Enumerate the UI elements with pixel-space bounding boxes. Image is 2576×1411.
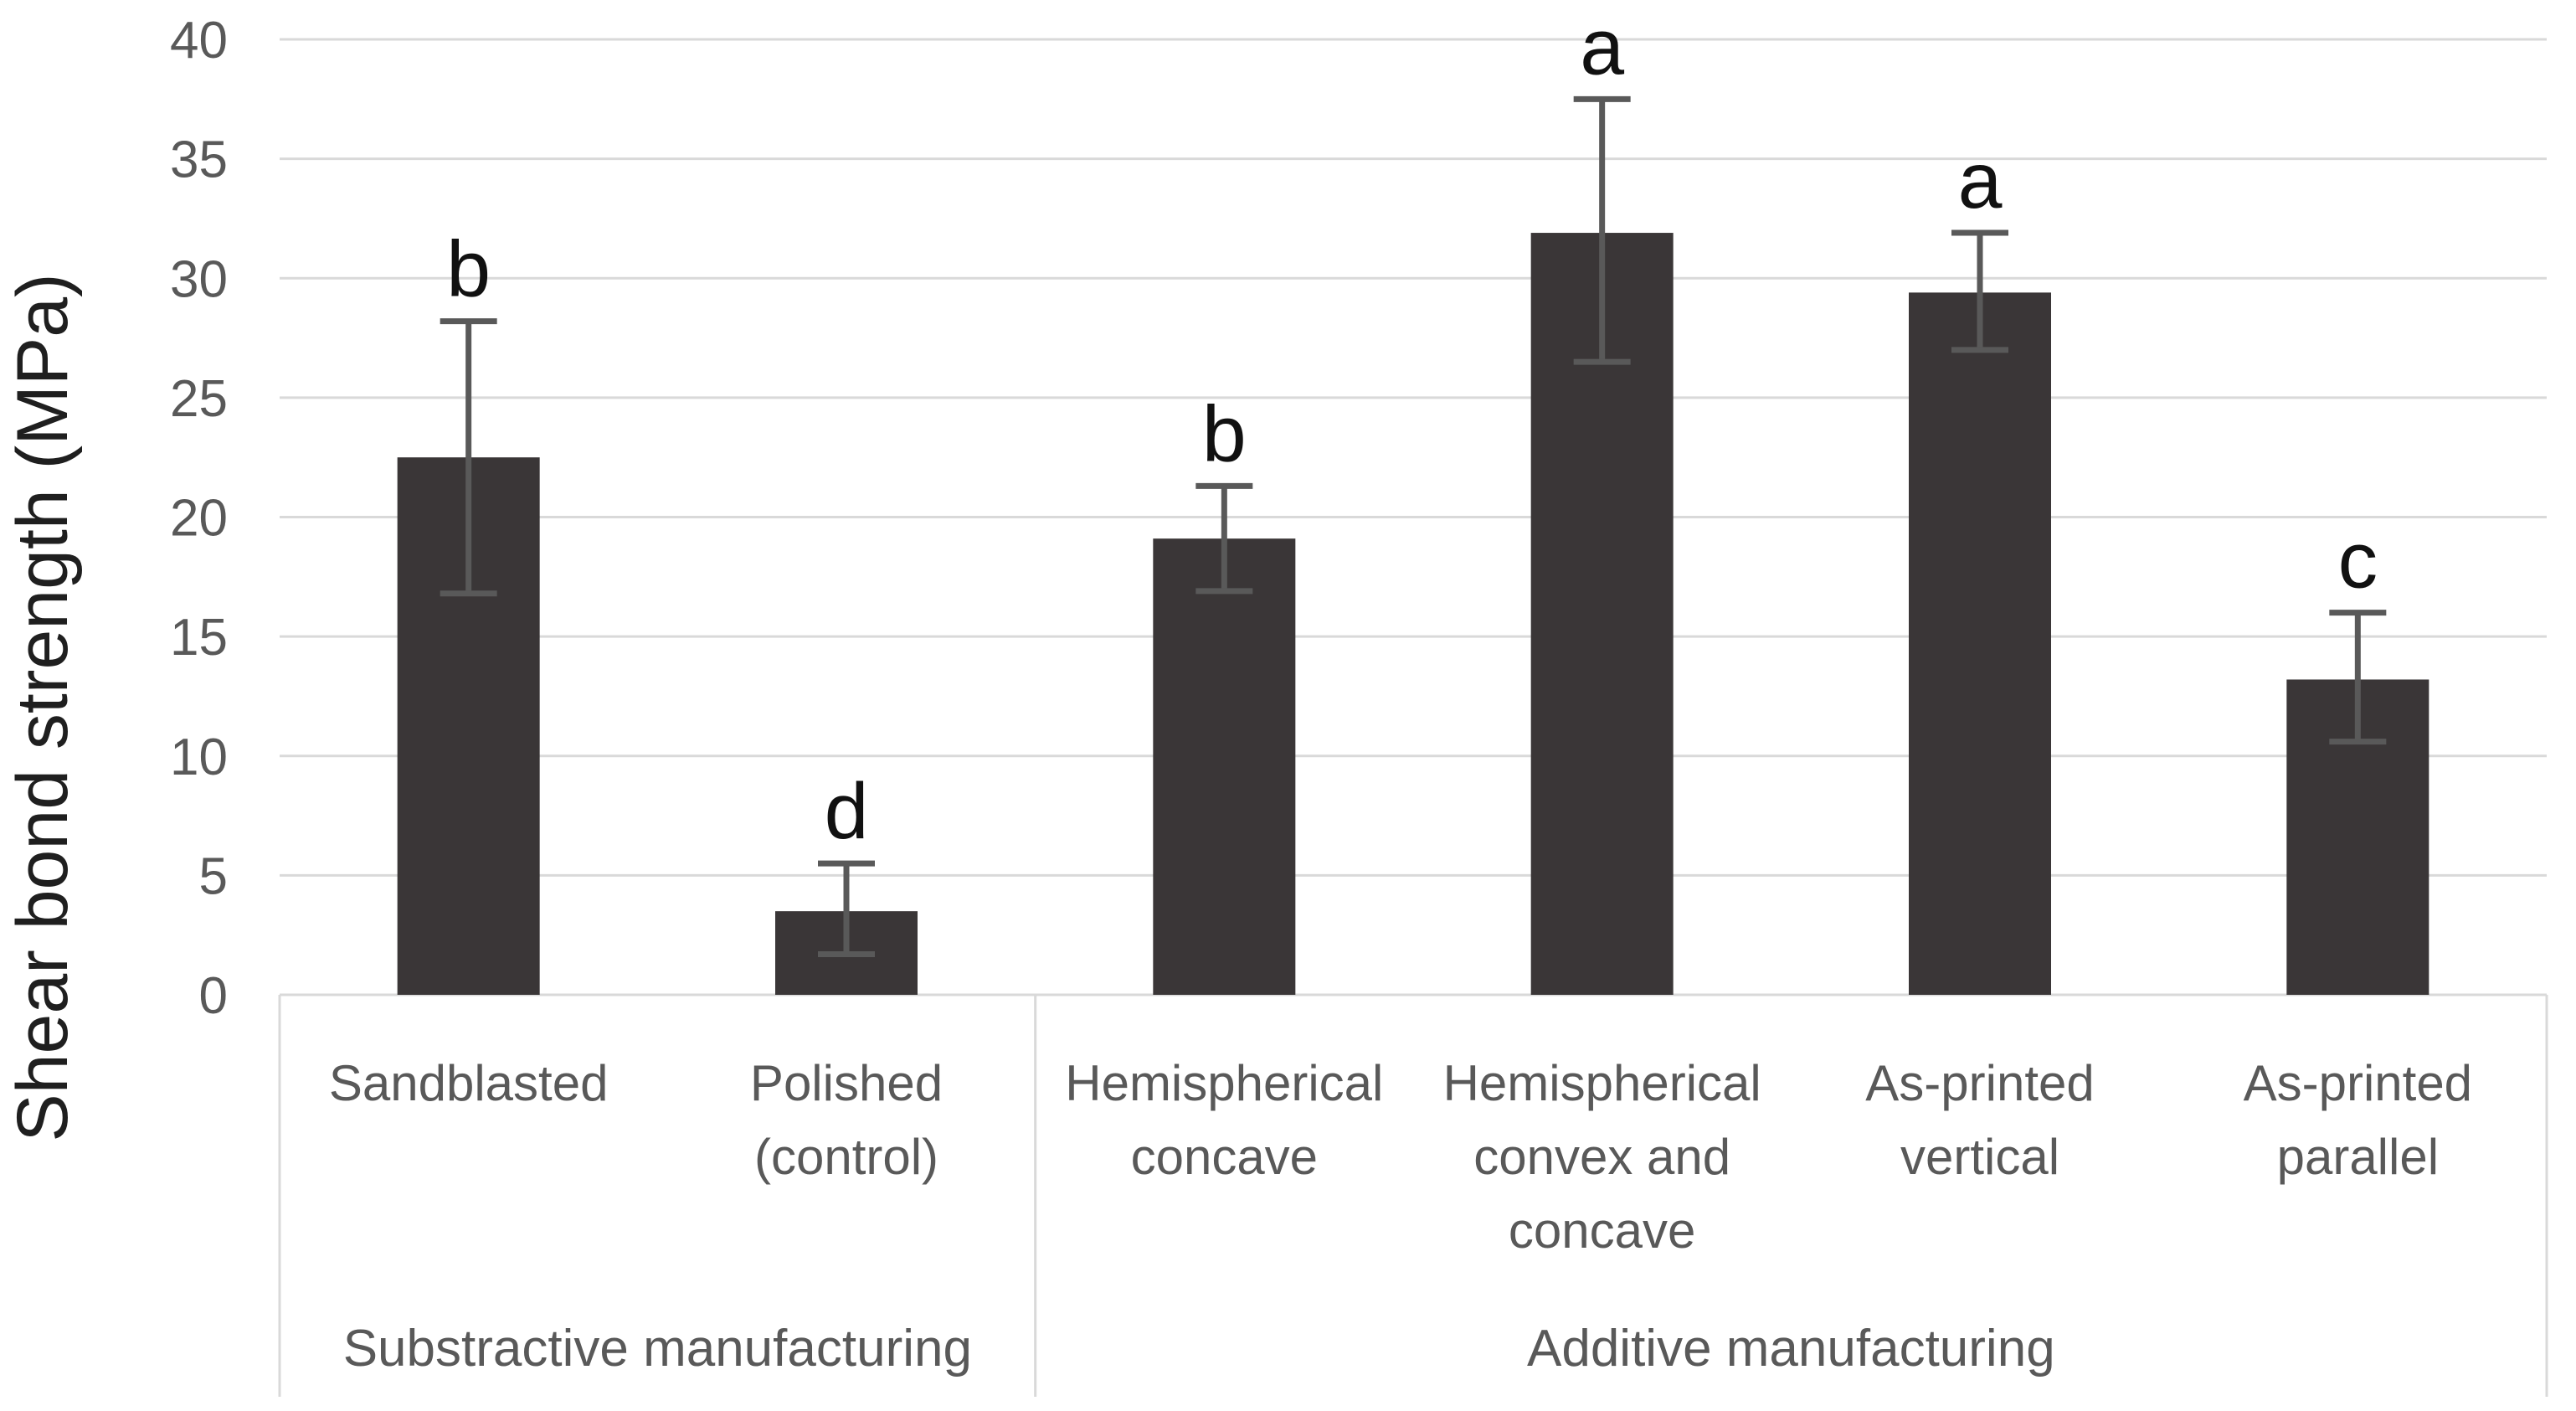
category-label-hemispherical-concave: concave xyxy=(1131,1129,1318,1185)
category-label-hemispherical-convex-and-concave: convex and xyxy=(1473,1129,1730,1185)
y-tick-label-40: 40 xyxy=(170,12,228,70)
category-label-as-printed-vertical: As-printed xyxy=(1865,1055,2094,1111)
bar-hemispherical-concave xyxy=(1153,538,1296,995)
y-tick-label-15: 15 xyxy=(170,609,228,667)
category-label-polished-control-: (control) xyxy=(754,1129,938,1185)
significance-letter-hemispherical-concave: b xyxy=(1202,389,1247,478)
y-tick-label-30: 30 xyxy=(170,250,228,308)
category-label-as-printed-vertical: vertical xyxy=(1900,1129,2059,1185)
significance-letter-sandblasted: b xyxy=(446,225,491,314)
category-label-hemispherical-concave: Hemispherical xyxy=(1065,1055,1383,1111)
category-label-hemispherical-convex-and-concave: concave xyxy=(1509,1202,1695,1259)
y-tick-label-25: 25 xyxy=(170,370,228,428)
chart-plot-area: 0 5 10 15 20 25 30 35 40 b Sandblasted d Polished (co… xyxy=(170,3,2548,1397)
category-label-as-printed-parallel: parallel xyxy=(2277,1129,2439,1185)
y-tick-label-0: 0 xyxy=(199,967,228,1025)
y-tick-label-5: 5 xyxy=(199,847,228,905)
category-label-sandblasted: Sandblasted xyxy=(329,1055,609,1111)
significance-letter-as-printed-vertical: a xyxy=(1958,136,2003,225)
category-label-as-printed-parallel: As-printed xyxy=(2244,1055,2472,1111)
bar-as-printed-vertical xyxy=(1909,292,2051,995)
category-label-polished-control-: Polished xyxy=(750,1055,943,1111)
significance-letter-polished-control-: d xyxy=(825,767,869,856)
group-label-additive-manufacturing: Additive manufacturing xyxy=(1527,1320,2055,1378)
significance-letter-hemispherical-convex-and-concave: a xyxy=(1580,3,1624,91)
significance-letter-as-printed-parallel: c xyxy=(2338,517,2378,605)
group-label-substractive-manufacturing: Substractive manufacturing xyxy=(343,1320,972,1378)
y-tick-label-10: 10 xyxy=(170,729,228,786)
category-label-hemispherical-convex-and-concave: Hemispherical xyxy=(1443,1055,1761,1111)
y-tick-label-35: 35 xyxy=(170,131,228,189)
y-axis-title: Shear bond strength (MPa) xyxy=(3,273,83,1141)
y-tick-label-20: 20 xyxy=(170,490,228,548)
